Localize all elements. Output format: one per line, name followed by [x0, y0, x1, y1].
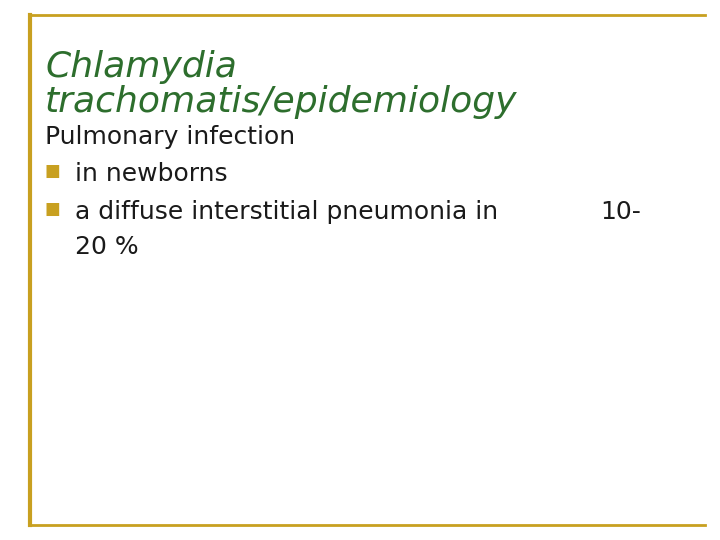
Text: 10-: 10-	[600, 200, 641, 224]
Text: 20 %: 20 %	[75, 235, 139, 259]
Text: trachomatis/epidemiology: trachomatis/epidemiology	[45, 85, 518, 119]
Text: Pulmonary infection: Pulmonary infection	[45, 125, 295, 149]
Text: Chlamydia: Chlamydia	[45, 50, 237, 84]
Text: in newborns: in newborns	[75, 162, 228, 186]
Text: a diffuse interstitial pneumonia in: a diffuse interstitial pneumonia in	[75, 200, 498, 224]
Text: ■: ■	[45, 200, 60, 218]
Text: ■: ■	[45, 162, 60, 180]
